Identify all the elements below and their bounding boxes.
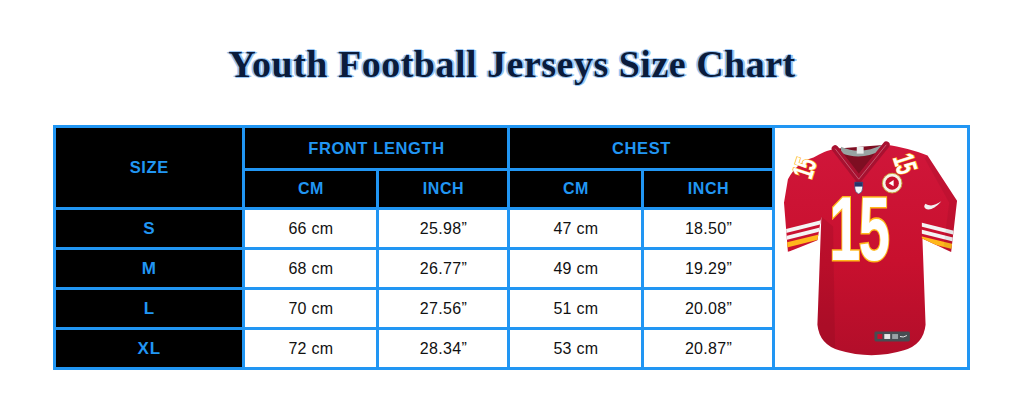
col-header-size: SIZE xyxy=(55,127,244,209)
col-subheader-front-inch: INCH xyxy=(378,170,509,209)
row-header-size: XL xyxy=(55,329,244,369)
cell-chest-inch: 20.87” xyxy=(643,329,774,369)
cell-chest-cm: 53 cm xyxy=(509,329,643,369)
cell-chest-cm: 51 cm xyxy=(509,289,643,329)
size-chart-table: SIZE FRONT LENGTH CHEST xyxy=(53,125,970,370)
jersey-image: 15 15 15 xyxy=(778,132,965,366)
cell-chest-cm: 49 cm xyxy=(509,249,643,289)
cell-chest-inch: 19.29” xyxy=(643,249,774,289)
collar-size-tag xyxy=(856,146,863,153)
cell-front-inch: 27.56” xyxy=(378,289,509,329)
jock-tag xyxy=(874,331,909,341)
col-header-chest: CHEST xyxy=(509,127,774,170)
cell-chest-cm: 47 cm xyxy=(509,209,643,249)
col-subheader-chest-cm: CM xyxy=(509,170,643,209)
cell-chest-inch: 20.08” xyxy=(643,289,774,329)
cell-front-cm: 68 cm xyxy=(244,249,378,289)
cell-chest-inch: 18.50” xyxy=(643,209,774,249)
jersey-number: 15 xyxy=(829,178,888,279)
col-subheader-front-cm: CM xyxy=(244,170,378,209)
jersey-photo-cell: 15 15 15 xyxy=(774,127,969,369)
cell-front-cm: 72 cm xyxy=(244,329,378,369)
col-subheader-chest-inch: INCH xyxy=(643,170,774,209)
cell-front-inch: 26.77” xyxy=(378,249,509,289)
row-header-size: M xyxy=(55,249,244,289)
row-header-size: L xyxy=(55,289,244,329)
cell-front-cm: 66 cm xyxy=(244,209,378,249)
cell-front-inch: 25.98” xyxy=(378,209,509,249)
row-header-size: S xyxy=(55,209,244,249)
col-header-front-length: FRONT LENGTH xyxy=(244,127,509,170)
cell-front-cm: 70 cm xyxy=(244,289,378,329)
page-title: Youth Football Jerseys Size Chart xyxy=(0,42,1024,86)
cell-front-inch: 28.34” xyxy=(378,329,509,369)
